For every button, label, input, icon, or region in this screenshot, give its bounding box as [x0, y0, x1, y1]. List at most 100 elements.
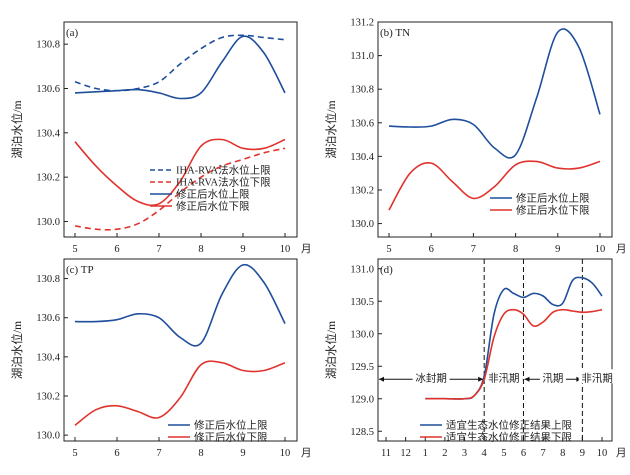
x-tick-label: 8	[513, 244, 518, 255]
y-tick-label: 129.0	[350, 394, 374, 405]
series-line-1	[388, 28, 601, 159]
series-line-2	[388, 160, 601, 211]
chart-panel-2: 130.0 130.2 130.4 130.6 130.8 131.0 131.2 5 6 7 8 9…	[324, 18, 627, 256]
x-tick-label: 11	[381, 448, 391, 459]
period-label-bg	[485, 369, 523, 384]
y-tick-label: 129.5	[350, 362, 374, 373]
legend-label: 修正后水位下限	[194, 431, 268, 444]
y-tick-label: 130.4	[36, 352, 60, 363]
x-tick-label: 8	[560, 448, 565, 459]
x-tick-label: 2	[442, 448, 447, 459]
panel-title: (c) TP	[66, 264, 94, 276]
x-tick-label: 9	[580, 448, 585, 459]
period-arrow-head	[379, 376, 384, 382]
x-tick-label: 10	[595, 244, 606, 255]
x-tick-label: 5	[72, 448, 77, 459]
legend-label: 修正后水位上限	[194, 419, 268, 432]
x-axis-unit: 月	[616, 243, 627, 255]
plot-frame	[63, 258, 298, 442]
y-tick-label: 128.5	[350, 427, 374, 438]
series-line-4	[74, 138, 286, 207]
x-axis-unit: 月	[616, 447, 627, 459]
x-tick-label: 3	[462, 448, 467, 459]
x-tick-label: 5	[501, 448, 506, 459]
y-tick-label: 130.0	[350, 329, 374, 340]
y-axis-label: 湖泊水位/m	[10, 100, 24, 158]
x-tick-label: 7	[540, 448, 545, 459]
x-tick-label: 5	[72, 244, 77, 255]
x-tick-label: 9	[240, 448, 245, 459]
legend-label: 修正后水位下限	[516, 204, 590, 217]
y-tick-label: 130.0	[36, 431, 60, 442]
y-tick-label: 130.2	[36, 173, 60, 184]
x-tick-label: 10	[597, 448, 608, 459]
plot-frame	[377, 258, 613, 442]
legend-label: 适宜生态水位修正结果下限	[446, 431, 572, 444]
x-tick-label: 5	[386, 244, 391, 255]
x-tick-label: 4	[482, 448, 488, 459]
legend-label: IHA-RVA法水位上限	[176, 164, 271, 177]
x-tick-label: 7	[471, 244, 476, 255]
y-tick-label: 130.0	[350, 219, 374, 230]
series-line-1	[74, 263, 286, 347]
y-axis-label: 湖泊水位/m	[324, 100, 338, 158]
legend-label: 修正后水位上限	[516, 192, 590, 205]
y-tick-label: 130.8	[36, 274, 60, 285]
y-tick-label: 130.6	[36, 313, 60, 324]
x-axis-unit: 月	[301, 243, 312, 255]
plot-frame	[377, 21, 613, 238]
y-tick-label: 131.0	[350, 51, 374, 62]
period-label: 汛期	[542, 371, 563, 384]
y-tick-label: 130.2	[350, 185, 374, 196]
legend-label: IHA-RVA法水位下限	[176, 176, 271, 189]
x-tick-label: 7	[156, 448, 161, 459]
x-tick-label: 6	[429, 244, 434, 255]
x-tick-label: 9	[240, 244, 245, 255]
x-tick-label: 10	[280, 448, 291, 459]
series-line-2	[74, 147, 286, 231]
y-axis-label: 湖泊水位/m	[324, 321, 338, 379]
y-tick-label: 130.0	[36, 217, 60, 228]
period-label: 冰封期	[415, 371, 447, 384]
y-tick-label: 131.0	[350, 264, 374, 275]
legend-label: 修正后水位上限	[176, 188, 250, 201]
x-tick-label: 6	[114, 244, 119, 255]
panel-title: (b) TN	[380, 27, 410, 39]
period-label-bg	[578, 369, 616, 384]
y-tick-label: 130.4	[350, 152, 374, 163]
chart-panel-3: 130.0 130.2 130.4 130.6 130.8 5 6 7 8 9 10 月 湖泊水位/m (…	[10, 258, 312, 459]
legend-label: 修正后水位下限	[176, 200, 250, 213]
period-label: 非汛期	[581, 371, 613, 384]
y-tick-label: 130.6	[350, 118, 374, 129]
x-tick-label: 12	[400, 448, 411, 459]
period-label-bg	[412, 369, 450, 384]
period-arrow-head	[524, 376, 530, 382]
chart-panel-1: 130.0 130.2 130.4 130.6 130.8 5 6 7 8 9 10 月 湖泊水位/m (…	[10, 21, 312, 255]
x-tick-label: 7	[156, 244, 161, 255]
panel-title: (d)	[380, 264, 393, 276]
series-line-3	[74, 35, 286, 100]
panel-title: (a)	[66, 27, 79, 39]
y-tick-label: 131.2	[350, 18, 374, 29]
plot-frame	[63, 21, 298, 238]
legend-label: 适宜生态水位修正结果上限	[446, 419, 572, 432]
y-axis-label: 湖泊水位/m	[10, 321, 24, 379]
series-line-2	[425, 308, 603, 400]
y-tick-label: 130.2	[36, 391, 60, 402]
series-line-1	[74, 34, 286, 92]
period-label: 非汛期	[488, 371, 520, 384]
period-arrow-head	[478, 376, 484, 382]
x-tick-label: 9	[555, 244, 560, 255]
x-tick-label: 6	[521, 448, 526, 459]
x-tick-label: 8	[198, 244, 203, 255]
y-tick-label: 130.5	[350, 297, 374, 308]
y-tick-label: 130.8	[36, 40, 60, 51]
y-tick-label: 130.4	[36, 128, 60, 139]
x-tick-label: 10	[280, 244, 291, 255]
